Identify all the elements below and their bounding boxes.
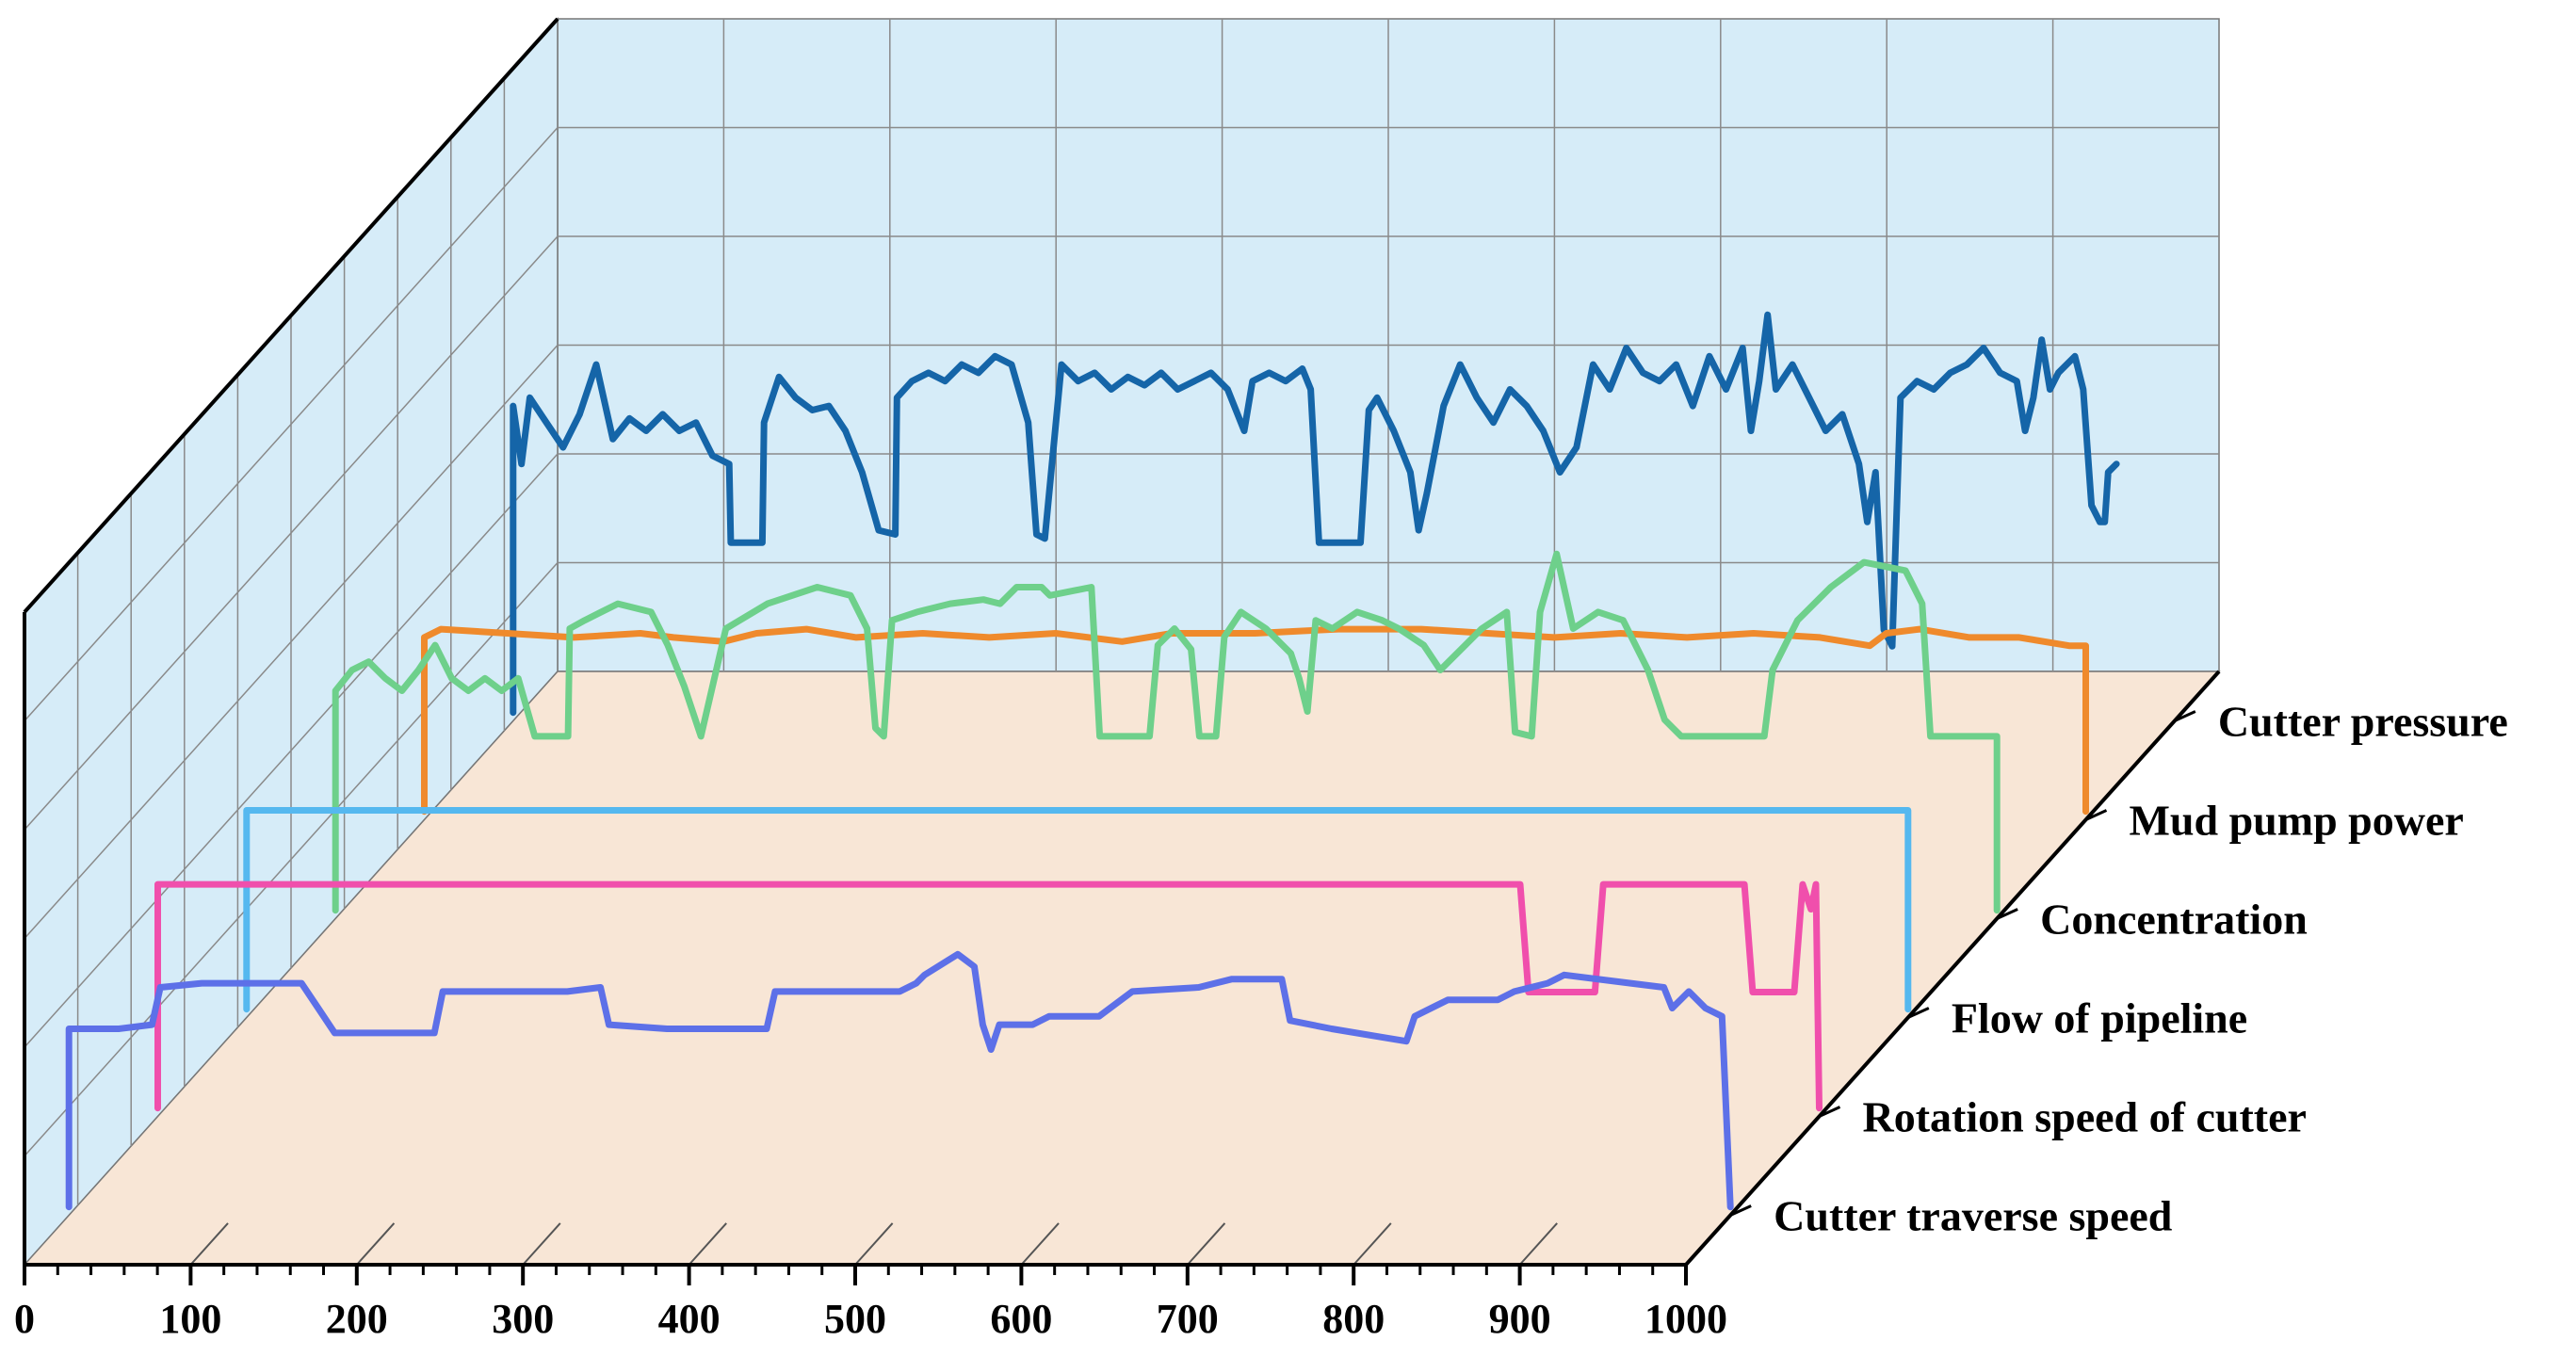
x-tick-labels: 0 100 200 300 400 500 600 700 800 900 1000 bbox=[14, 1265, 1727, 1342]
x-tick-label: 100 bbox=[159, 1296, 221, 1342]
series-label: Rotation speed of cutter bbox=[1863, 1093, 2307, 1141]
series-label: Mud pump power bbox=[2130, 797, 2464, 845]
series-label: Flow of pipeline bbox=[1952, 994, 2247, 1042]
floor-tick bbox=[522, 1222, 561, 1266]
series-label: Concentration bbox=[2040, 896, 2308, 944]
x-tick-label: 400 bbox=[658, 1296, 721, 1342]
series-label: Cutter traverse speed bbox=[1774, 1192, 2173, 1240]
floor-tick bbox=[1518, 1222, 1558, 1266]
series-line-rotation-speed-of-cutter bbox=[154, 880, 1823, 1112]
floor-tick bbox=[854, 1222, 894, 1266]
x-tick-label: 700 bbox=[1157, 1296, 1219, 1342]
floor-tick bbox=[189, 1222, 229, 1266]
left-top-edge bbox=[23, 17, 559, 614]
x-tick-label: 500 bbox=[824, 1296, 886, 1342]
series-line-concentration bbox=[332, 550, 2001, 914]
x-tick-label: 800 bbox=[1322, 1296, 1385, 1342]
x-tick-label: 900 bbox=[1489, 1296, 1551, 1342]
floor-tick bbox=[1353, 1222, 1392, 1266]
x-tick-label: 1000 bbox=[1644, 1296, 1727, 1342]
series-line-flow-of-pipeline bbox=[243, 807, 1912, 1013]
x-tick-label: 200 bbox=[326, 1296, 388, 1342]
floor-tick bbox=[356, 1222, 396, 1266]
series-tick bbox=[1729, 1204, 1752, 1217]
series-labels: Cutter pressure Mud pump power Concentrati… bbox=[1729, 698, 2508, 1240]
series-tick bbox=[2084, 809, 2108, 821]
floor-tick bbox=[1020, 1222, 1060, 1266]
x-tick-label: 300 bbox=[492, 1296, 554, 1342]
series-tick bbox=[1818, 1106, 1841, 1118]
series-line-cutter-pressure bbox=[510, 311, 2120, 717]
series-tick bbox=[1907, 1007, 1930, 1019]
floor-tick bbox=[1187, 1222, 1226, 1266]
x-tick-label: 0 bbox=[14, 1296, 35, 1342]
series-tick bbox=[2174, 710, 2196, 722]
series-line-cutter-traverse-speed bbox=[65, 950, 1734, 1211]
series-tick bbox=[1996, 908, 2018, 920]
grid-lines bbox=[24, 19, 2219, 1266]
depth-axis-line bbox=[1684, 670, 2221, 1267]
series-lines bbox=[65, 311, 2120, 1211]
x-tick-label: 600 bbox=[990, 1296, 1052, 1342]
series-label: Cutter pressure bbox=[2218, 698, 2508, 746]
series-line-mud-pump-power bbox=[421, 625, 2089, 816]
floor-tick bbox=[688, 1222, 727, 1266]
